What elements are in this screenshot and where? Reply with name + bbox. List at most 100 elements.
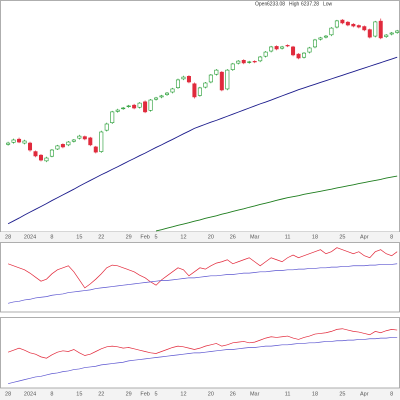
x-tick-label: 8: [390, 391, 393, 397]
candle-body: [11, 139, 16, 143]
indicator-panel: [7, 328, 398, 384]
candle-body: [208, 74, 213, 83]
candle-body: [269, 46, 274, 52]
x-tick-label: Apr: [360, 391, 369, 397]
candle-body: [115, 109, 120, 112]
candle-body: [263, 51, 268, 57]
candle-body: [280, 46, 285, 49]
candle-body: [214, 69, 219, 75]
candle-body: [258, 56, 263, 62]
line: [7, 247, 398, 289]
candle-body: [356, 25, 361, 28]
x-tick-label: Mar: [250, 234, 260, 240]
ohlc-readout: High: [289, 1, 300, 7]
candle-body: [82, 136, 87, 140]
x-tick-label: Apr: [360, 234, 369, 240]
x-tick-label: 28: [5, 391, 11, 397]
indicator-panel: [7, 247, 398, 304]
line: [8, 337, 398, 384]
x-tick-label: Feb: [140, 391, 149, 397]
candle-body: [88, 137, 93, 146]
x-tick-label: Feb: [140, 234, 149, 240]
line: [8, 263, 398, 304]
candle-body: [148, 99, 153, 111]
x-tick-label: 8: [50, 391, 53, 397]
x-tick-label: 28: [5, 234, 11, 240]
x-tick-label: 29: [126, 391, 132, 397]
candle-body: [165, 92, 170, 95]
x-tick-label: 2024: [24, 234, 36, 240]
candle-body: [389, 32, 394, 35]
candle-body: [49, 149, 54, 157]
line: [7, 328, 398, 359]
candle-body: [71, 139, 76, 142]
candle-body: [312, 39, 317, 48]
ohlc-readout: 6237.28: [301, 1, 319, 7]
candle-body: [329, 27, 334, 36]
x-tick-label: 26: [230, 391, 236, 397]
candle-body: [28, 142, 33, 151]
x-tick-label: 25: [339, 234, 345, 240]
candle-body: [197, 87, 202, 96]
x-tick-label: 22: [98, 234, 104, 240]
candle-body: [175, 79, 180, 88]
candle-body: [170, 88, 175, 93]
x-tick-label: 5: [155, 391, 158, 397]
candle-body: [203, 82, 208, 88]
candle-body: [77, 135, 82, 139]
candle-body: [362, 26, 367, 31]
line: [7, 56, 398, 225]
candle-body: [104, 123, 109, 131]
candle-body: [274, 46, 279, 50]
candle-body: [395, 30, 400, 33]
candle-body: [93, 146, 98, 153]
candle-body: [340, 19, 345, 24]
candle-body: [121, 107, 126, 110]
candle-body: [323, 35, 328, 38]
x-tick-label: 5: [155, 234, 158, 240]
candle-body: [143, 101, 148, 113]
candle-body: [137, 102, 142, 108]
candle-body: [252, 61, 257, 63]
candle-body: [60, 144, 65, 148]
candle-body: [181, 76, 186, 80]
candle-body: [378, 20, 383, 39]
candle-body: [22, 140, 27, 144]
candle-body: [247, 61, 252, 63]
x-tick-label: 18: [312, 391, 318, 397]
candle-body: [230, 63, 235, 70]
candle-body: [291, 46, 296, 56]
candle-body: [236, 60, 241, 64]
labels: Open 6233.08 High 6237.28 Low 28 2024 8 15 22 29 Fe…: [5, 1, 393, 397]
x-tick-label: 26: [230, 234, 236, 240]
candle-body: [373, 21, 378, 37]
candle-body: [38, 154, 43, 161]
x-tick-label: 8: [50, 234, 53, 240]
x-tick-label: 18: [312, 234, 318, 240]
x-tick-label: 15: [76, 234, 82, 240]
x-tick-label: 25: [339, 391, 345, 397]
candle-body: [66, 141, 71, 146]
candle-body: [6, 142, 11, 145]
candle-body: [186, 76, 191, 83]
x-tick-label: 15: [76, 391, 82, 397]
candle-body: [219, 71, 224, 91]
ohlc-readout: Low: [323, 1, 333, 7]
candle-body: [44, 157, 49, 162]
x-tick-label: 8: [390, 234, 393, 240]
candle-body: [225, 69, 230, 90]
candle-body: [33, 151, 38, 157]
x-tick-label: 12: [180, 234, 186, 240]
x-tick-label: 2024: [24, 391, 36, 397]
candle-body: [285, 45, 290, 47]
candle-body: [334, 20, 339, 28]
x-tick-label: Mar: [250, 391, 260, 397]
x-tick-label: 20: [208, 234, 214, 240]
candle-body: [99, 131, 104, 152]
candle-body: [192, 83, 197, 98]
candle-body: [17, 138, 22, 143]
x-tick-label: 20: [208, 391, 214, 397]
